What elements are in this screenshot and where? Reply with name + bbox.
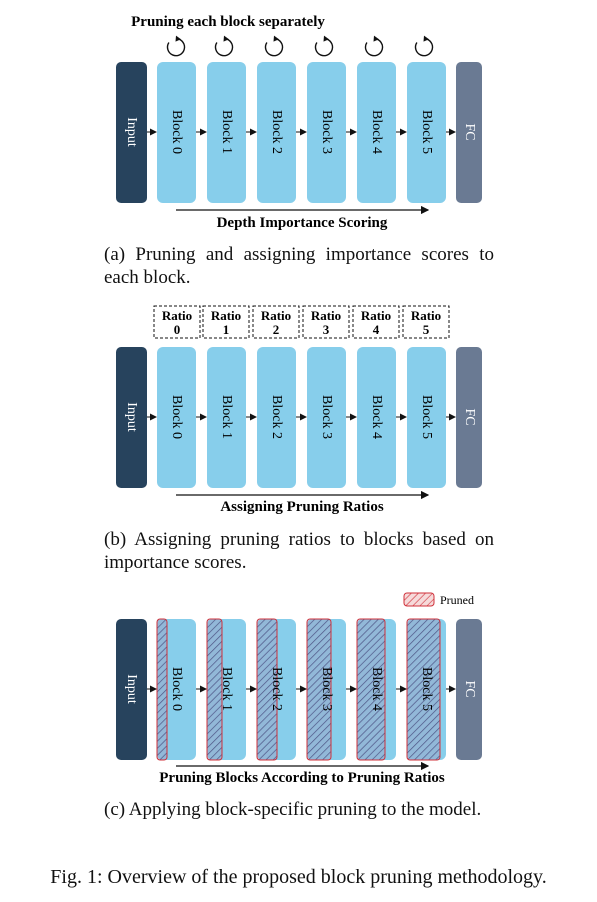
panel-c: Pruned Input Block 0 Block 1 Block 2 Blo… bbox=[116, 592, 482, 786]
ratio-word: Ratio bbox=[162, 308, 192, 323]
refresh-icon bbox=[166, 35, 186, 57]
block-label: Block 4 bbox=[369, 667, 384, 711]
pruned-region bbox=[356, 618, 386, 761]
block-5 bbox=[407, 347, 446, 488]
ratio-word: Ratio bbox=[361, 308, 391, 323]
input-label: Input bbox=[124, 674, 139, 704]
block-label: Block 0 bbox=[169, 110, 184, 154]
fc-box bbox=[456, 62, 482, 203]
block-label: Block 3 bbox=[319, 110, 334, 154]
ratio-box bbox=[302, 305, 350, 339]
pruning-blocks-label: Pruning Blocks According to Pruning Rati… bbox=[159, 770, 445, 786]
block-label: Block 3 bbox=[319, 395, 334, 439]
ratio-boxes: Ratio 0 Ratio 1 Ratio 2 Ratio 3 Ratio 4 … bbox=[153, 305, 450, 339]
ratio-box bbox=[153, 305, 201, 339]
pruned-region bbox=[256, 618, 278, 761]
pruned-region bbox=[156, 618, 168, 761]
block-1 bbox=[207, 62, 246, 203]
block-2 bbox=[257, 347, 296, 488]
pruned-region bbox=[306, 618, 332, 761]
block-4 bbox=[357, 62, 396, 203]
ratio-index: 1 bbox=[223, 322, 230, 337]
block-label: Block 2 bbox=[269, 110, 284, 154]
pruned-legend-label: Pruned bbox=[440, 593, 474, 607]
depth-scoring-label: Depth Importance Scoring bbox=[217, 215, 388, 231]
caption-c: (c) Applying block-specific pruning to t… bbox=[104, 799, 482, 820]
block-1 bbox=[207, 347, 246, 488]
block-label: Block 0 bbox=[169, 395, 184, 439]
block-label: Block 3 bbox=[319, 667, 334, 711]
ratio-word: Ratio bbox=[261, 308, 291, 323]
input-box bbox=[116, 347, 147, 488]
block-label: Block 0 bbox=[169, 667, 184, 711]
block-2 bbox=[257, 62, 296, 203]
pruning-each-block-label: Pruning each block separately bbox=[131, 14, 325, 30]
assigning-ratios-label: Assigning Pruning Ratios bbox=[220, 499, 384, 515]
caption-a: (a) Pruning and assigning importance sco… bbox=[104, 244, 494, 288]
cycle-icons bbox=[166, 35, 434, 57]
block-5 bbox=[407, 62, 446, 203]
input-box bbox=[116, 619, 147, 760]
ratio-index: 2 bbox=[273, 322, 280, 337]
refresh-icon bbox=[214, 35, 234, 57]
block-label: Block 1 bbox=[219, 110, 234, 154]
block-label: Block 1 bbox=[219, 395, 234, 439]
pruned-region bbox=[206, 618, 223, 761]
fc-label: FC bbox=[462, 408, 477, 425]
panel-a: Pruning each block separately bbox=[116, 14, 482, 231]
ratio-box bbox=[252, 305, 300, 339]
input-label: Input bbox=[124, 117, 139, 147]
block-label: Block 5 bbox=[419, 667, 434, 711]
block-0 bbox=[157, 62, 196, 203]
panel-b: Ratio 0 Ratio 1 Ratio 2 Ratio 3 Ratio 4 … bbox=[116, 305, 482, 515]
block-4 bbox=[357, 347, 396, 488]
pruned-region bbox=[406, 618, 441, 761]
block-label: Block 2 bbox=[269, 667, 284, 711]
block-label: Block 1 bbox=[219, 667, 234, 711]
block-label: Block 4 bbox=[369, 395, 384, 439]
refresh-icon bbox=[314, 35, 334, 57]
block-label: Block 2 bbox=[269, 395, 284, 439]
refresh-icon bbox=[414, 35, 434, 57]
ratio-word: Ratio bbox=[211, 308, 241, 323]
ratio-box bbox=[352, 305, 400, 339]
ratio-word: Ratio bbox=[411, 308, 441, 323]
block-label: Block 5 bbox=[419, 395, 434, 439]
ratio-index: 5 bbox=[423, 322, 430, 337]
block-0 bbox=[157, 347, 196, 488]
block-3 bbox=[307, 62, 346, 203]
fc-box bbox=[456, 347, 482, 488]
fc-label: FC bbox=[462, 680, 477, 697]
ratio-word: Ratio bbox=[311, 308, 341, 323]
ratio-box bbox=[402, 305, 450, 339]
ratio-index: 3 bbox=[323, 322, 330, 337]
ratio-index: 0 bbox=[174, 322, 181, 337]
fc-box bbox=[456, 619, 482, 760]
block-label: Block 5 bbox=[419, 110, 434, 154]
input-box bbox=[116, 62, 147, 203]
block-3 bbox=[307, 347, 346, 488]
block-label: Block 4 bbox=[369, 110, 384, 154]
refresh-icon bbox=[264, 35, 284, 57]
ratio-box bbox=[202, 305, 250, 339]
pruned-legend-swatch bbox=[403, 592, 435, 607]
refresh-icon bbox=[364, 35, 384, 57]
legend: Pruned bbox=[403, 592, 474, 607]
caption-b: (b) Assigning pruning ratios to blocks b… bbox=[104, 529, 494, 573]
ratio-index: 4 bbox=[373, 322, 380, 337]
fc-label: FC bbox=[462, 123, 477, 140]
figure-caption: Fig. 1: Overview of the proposed block p… bbox=[50, 866, 547, 888]
input-label: Input bbox=[124, 402, 139, 432]
